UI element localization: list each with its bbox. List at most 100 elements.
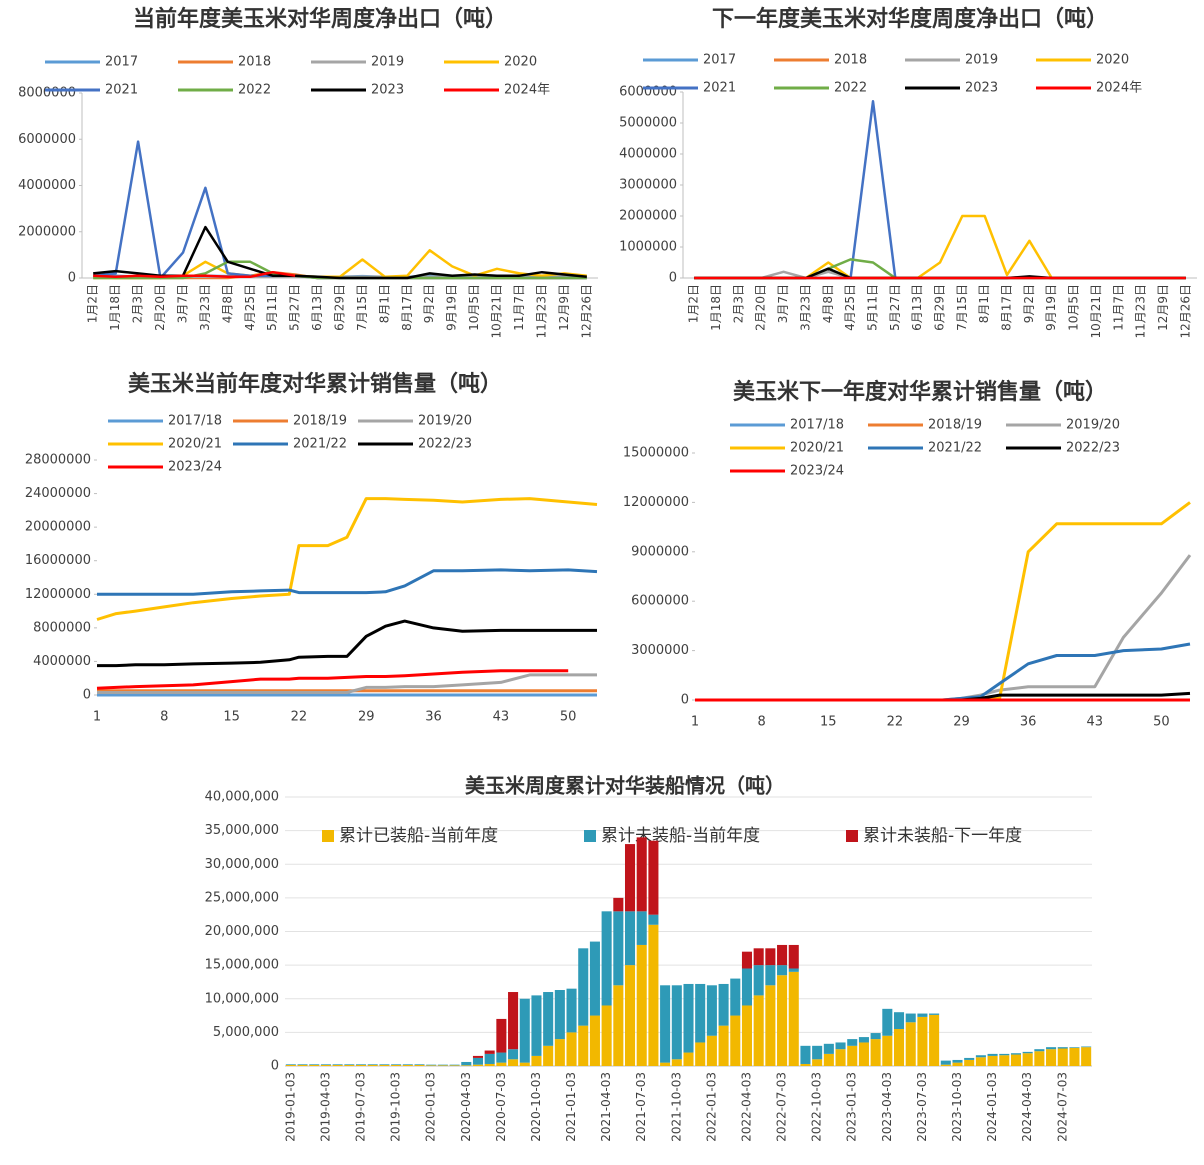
- bar-segment: [999, 1053, 1010, 1056]
- x-tick-label: 2020-07-03: [494, 1072, 508, 1142]
- bar-segment: [636, 837, 647, 912]
- series-line: [694, 214, 1186, 280]
- y-tick-label: 0: [669, 271, 677, 286]
- legend-label: 2023: [965, 81, 998, 96]
- bar-segment: [835, 1042, 846, 1050]
- bar-segment: [613, 897, 624, 912]
- bar-segment: [508, 1049, 519, 1060]
- bar-segment: [496, 1062, 507, 1066]
- x-tick-label: 8月17日: [400, 284, 414, 331]
- y-tick-label: 16000000: [25, 553, 91, 568]
- legend-label: 2020: [504, 55, 537, 70]
- bar-segment: [812, 1045, 823, 1060]
- y-tick-label: 5,000,000: [213, 1025, 279, 1040]
- y-tick-label: 25,000,000: [205, 890, 279, 905]
- bar-segment: [624, 911, 636, 966]
- chart-title: 当前年度美玉米对华周度净出口（吨）: [133, 6, 507, 32]
- bar-segment: [566, 988, 577, 1033]
- bar-segment: [952, 1062, 963, 1066]
- x-tick-label: 50: [560, 710, 577, 725]
- bar-segment: [484, 1053, 495, 1064]
- bar-segment: [975, 1057, 986, 1066]
- bar-segment: [484, 1063, 495, 1066]
- bar-segment: [1022, 1051, 1033, 1054]
- bar-segment: [496, 1052, 507, 1063]
- bar-segment: [344, 1064, 355, 1065]
- bar-segment: [578, 1025, 589, 1066]
- bar-segment: [671, 985, 682, 1060]
- x-tick-label: 2019-01-03: [283, 1072, 297, 1142]
- bar-segment: [543, 1045, 554, 1066]
- legend-label: 2019/20: [1066, 418, 1120, 433]
- legend-label: 2017/18: [790, 418, 844, 433]
- bar-segment: [508, 1059, 519, 1066]
- series-line: [93, 249, 587, 280]
- x-tick-label: 2022-10-03: [810, 1072, 824, 1142]
- bar-segment: [426, 1064, 437, 1066]
- y-tick-label: 1000000: [619, 240, 677, 255]
- x-tick-label: 8月1日: [977, 284, 991, 323]
- bar-segment: [753, 995, 764, 1066]
- series-line: [97, 619, 597, 668]
- x-tick-label: 12月9日: [1156, 284, 1170, 331]
- bar-segment: [788, 944, 799, 969]
- bar-segment: [461, 1061, 472, 1066]
- x-tick-label: 8月17日: [1000, 284, 1014, 331]
- bar-segment: [461, 1065, 472, 1066]
- bar-segment: [297, 1064, 308, 1065]
- x-tick-label: 2月20日: [153, 284, 167, 331]
- x-tick-label: 43: [493, 710, 510, 725]
- y-tick-label: 4000000: [33, 654, 91, 669]
- y-tick-label: 15000000: [623, 446, 689, 461]
- bar-segment: [531, 995, 542, 1056]
- legend-label: 2017: [105, 55, 138, 70]
- legend-label: 2024年: [1096, 81, 1142, 96]
- chart-title: 美玉米当前年度对华累计销售量（吨）: [128, 371, 502, 397]
- x-tick-label: 6月13日: [910, 284, 924, 331]
- y-tick-label: 10,000,000: [205, 991, 279, 1006]
- series-line: [97, 568, 598, 596]
- bar-segment: [344, 1064, 355, 1066]
- legend-label: 2023/24: [168, 460, 222, 475]
- bar-segment: [695, 1042, 706, 1066]
- y-tick-label: 2000000: [18, 224, 76, 239]
- x-tick-label: 2022-04-03: [739, 1072, 753, 1142]
- x-tick-label: 1月18日: [709, 284, 723, 331]
- x-tick-label: 6月29日: [333, 284, 347, 331]
- series-line: [93, 270, 296, 279]
- chart-title: 美玉米下一年度对华累计销售量（吨）: [733, 379, 1107, 405]
- bar-segment: [870, 1033, 881, 1040]
- x-tick-label: 2023-10-03: [950, 1072, 964, 1142]
- legend-label: 2020/21: [168, 437, 222, 452]
- bar-segment: [788, 971, 799, 1066]
- y-tick-label: 12000000: [25, 587, 91, 602]
- series-line: [695, 501, 1191, 702]
- x-tick-label: 12月9日: [557, 284, 571, 331]
- bar-segment: [449, 1064, 460, 1066]
- x-tick-label: 8月1日: [377, 284, 391, 323]
- x-tick-label: 29: [953, 715, 970, 730]
- bar-segment: [472, 1064, 484, 1066]
- y-tick-label: 35,000,000: [205, 823, 279, 838]
- bar-segment: [1057, 1047, 1068, 1049]
- x-tick-label: 9月2日: [422, 284, 436, 323]
- bar-segment: [1081, 1046, 1092, 1048]
- bar-segment: [601, 1005, 612, 1066]
- y-tick-label: 40,000,000: [205, 790, 279, 805]
- x-tick-label: 2022-07-03: [775, 1072, 789, 1142]
- bar-segment: [1057, 1048, 1068, 1066]
- bar-segment: [636, 911, 647, 945]
- x-tick-label: 6月29日: [933, 284, 947, 331]
- x-tick-label: 2022-01-03: [704, 1072, 718, 1142]
- x-tick-label: 22: [887, 715, 904, 730]
- legend-label: 2017: [703, 53, 736, 68]
- y-tick-label: 15,000,000: [205, 958, 279, 973]
- x-tick-label: 29: [358, 710, 375, 725]
- y-tick-label: 20000000: [25, 520, 91, 535]
- y-tick-label: 0: [83, 688, 91, 703]
- x-tick-label: 10月21日: [1089, 284, 1103, 339]
- x-tick-label: 15: [223, 710, 240, 725]
- legend-label: 2021/22: [293, 437, 347, 452]
- bar-segment: [449, 1065, 460, 1066]
- legend-label: 2022/23: [418, 437, 472, 452]
